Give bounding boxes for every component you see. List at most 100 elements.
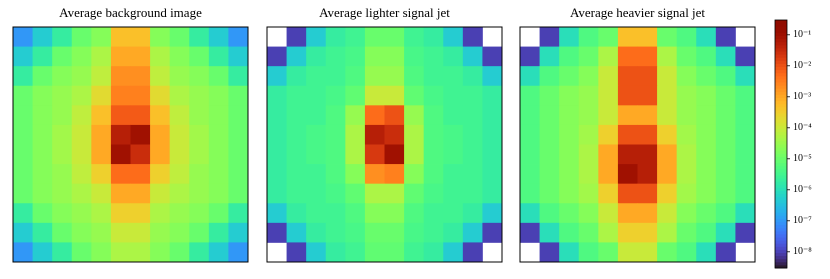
heatmap-cell (345, 27, 366, 47)
heatmap-cell (13, 66, 33, 87)
heatmap-cell (559, 66, 580, 87)
heatmap-cell (150, 66, 171, 87)
heatmap-cell (539, 242, 560, 263)
heatmap-cell (578, 183, 599, 204)
colorbar-segment (775, 88, 787, 92)
colorbar-segment (775, 249, 787, 253)
heatmap-cell (364, 124, 385, 145)
heatmap-cell (637, 85, 658, 106)
heatmap-cell (150, 242, 171, 263)
heatmap-cell (91, 164, 112, 185)
heatmap-cell (267, 222, 287, 243)
heatmap-cell (228, 85, 249, 106)
heatmap-cell (13, 105, 33, 126)
heatmap-cell (130, 242, 151, 263)
heatmap-cell (325, 105, 346, 126)
heatmap-cell (13, 242, 33, 263)
heatmap-cell (676, 105, 697, 126)
heatmap-cell (696, 105, 717, 126)
heatmap-cell (676, 164, 697, 185)
heatmap-cell (189, 27, 210, 47)
heatmap-cell (325, 124, 346, 145)
heatmap-cell (345, 164, 366, 185)
colorbar-segment (775, 44, 787, 49)
colorbar-segment (775, 140, 787, 145)
heatmap-cell (423, 222, 444, 243)
heatmap-cell (169, 66, 190, 87)
heatmap-cell (306, 222, 327, 243)
heatmap-cell (404, 222, 425, 243)
heatmap-cell (404, 85, 425, 106)
heatmap-cell (345, 144, 366, 165)
colorbar-segment (775, 94, 787, 98)
heatmap-cell (110, 164, 131, 185)
heatmap-cell (578, 222, 599, 243)
heatmap-cell (696, 144, 717, 165)
heatmap-cell (578, 105, 599, 126)
heatmap-cell (443, 203, 464, 224)
colorbar-frame (774, 19, 788, 269)
heatmap-cell (130, 46, 151, 67)
heatmap-cell (482, 124, 503, 145)
heatmap-cell (637, 222, 658, 243)
colorbar-segment (775, 128, 787, 133)
heatmap-cell (286, 66, 307, 87)
colorbar-segment (775, 82, 787, 86)
heatmap-cell (267, 105, 287, 126)
heatmap-cell (150, 85, 171, 106)
heatmap-cell (286, 222, 307, 243)
heatmap-cell (208, 27, 229, 47)
heatmap-cell (169, 222, 190, 243)
colorbar-tick-label: 10⁻⁶ (793, 184, 812, 195)
heatmap-cell (735, 183, 756, 204)
heatmap-cell (306, 144, 327, 165)
heatmap-cell (404, 124, 425, 145)
heatmap-cell (520, 105, 540, 126)
heatmap-cell (364, 46, 385, 67)
heatmap-cell (52, 203, 73, 224)
heatmap-cell (539, 183, 560, 204)
heatmap-cell (32, 144, 53, 165)
heatmap-cell (52, 105, 73, 126)
heatmap-cell (443, 85, 464, 106)
colorbar-segment (775, 35, 787, 40)
heatmap-cell (325, 66, 346, 87)
heatmap-cell (462, 222, 483, 243)
heatmap-cell (169, 27, 190, 47)
heatmap-cell (539, 85, 560, 106)
heatmap-cell (735, 85, 756, 106)
heatmap-cell (189, 183, 210, 204)
colorbar-segment (775, 218, 787, 222)
heatmap-cell (267, 66, 287, 87)
heatmap-cell (482, 66, 503, 87)
heatmap-cell (462, 124, 483, 145)
colorbar-segment (775, 54, 787, 58)
heatmap-cell (345, 105, 366, 126)
colorbar-segment (775, 221, 787, 226)
heatmap-cell (325, 27, 346, 47)
heatmap-cell (130, 222, 151, 243)
heatmap-cell (345, 203, 366, 224)
heatmap-cell (676, 183, 697, 204)
heatmap-cell (539, 124, 560, 145)
colorbar-segment (775, 165, 787, 170)
heatmap-cell (189, 242, 210, 263)
colorbar-segment (775, 224, 787, 229)
heatmap-cell (345, 222, 366, 243)
heatmap-cell (637, 144, 658, 165)
colorbar-tick-label: 10⁻⁵ (793, 153, 812, 164)
heatmap-cell (520, 46, 540, 67)
heatmap-cell (52, 85, 73, 106)
heatmap-cell (657, 183, 678, 204)
panel-title: Average background image (59, 5, 202, 20)
heatmap-cell (306, 164, 327, 185)
heatmap-cell (71, 203, 92, 224)
heatmap-cell (539, 27, 560, 47)
heatmap-cell (13, 164, 33, 185)
colorbar-segment (775, 159, 787, 164)
heatmap-cell (32, 124, 53, 145)
colorbar-segment (775, 193, 787, 198)
colorbar-segment (775, 134, 787, 139)
colorbar-segment (775, 57, 787, 61)
heatmap-cell (559, 183, 580, 204)
